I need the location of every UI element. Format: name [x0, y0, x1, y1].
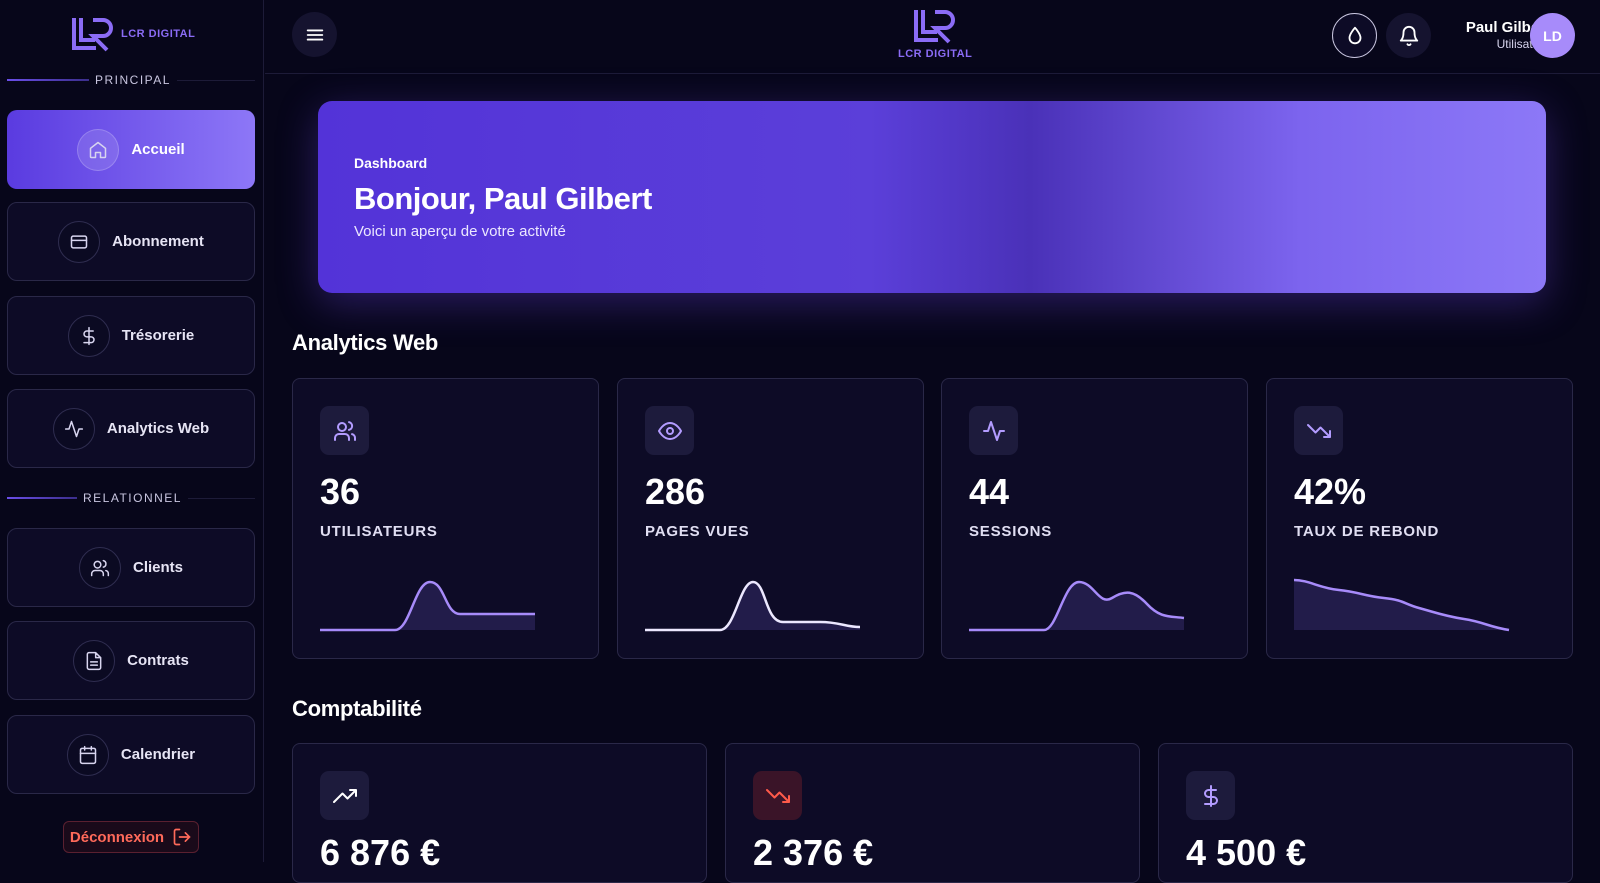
nav-item[interactable]: Accueil	[7, 110, 255, 189]
nav-item[interactable]: Calendrier	[7, 715, 255, 794]
logout-button[interactable]: Déconnexion	[63, 821, 199, 853]
section-heading: Comptabilité	[292, 696, 422, 721]
card-icon	[320, 406, 369, 455]
stat-value: 4 500 €	[1186, 832, 1307, 873]
user-name: Paul Gilbert	[1465, 19, 1550, 36]
section-heading: Analytics Web	[292, 330, 439, 355]
nav-icon	[66, 733, 109, 776]
divider	[7, 79, 89, 81]
section-title: PRINCIPAL	[95, 73, 171, 87]
stat-card: 42% TAUX DE REBOND	[1266, 378, 1573, 659]
sparkline	[320, 580, 535, 632]
sparkline	[969, 580, 1185, 632]
logo-text: LCR DIGITAL	[121, 28, 196, 40]
nav-item[interactable]: Clients	[7, 528, 255, 607]
logout-icon	[173, 828, 191, 846]
nav-item[interactable]: Analytics Web	[7, 389, 255, 468]
section-label: PRINCIPAL	[7, 73, 255, 87]
card-icon	[753, 771, 802, 820]
card-icon	[1294, 406, 1343, 455]
banner-title: Bonjour, Paul Gilbert	[354, 181, 652, 216]
stat-label: TAUX DE REBOND	[1294, 523, 1440, 540]
card-icon	[320, 771, 369, 820]
nav-label: Abonnement	[112, 233, 204, 250]
stat-value: 44	[969, 471, 1010, 512]
stat-card: 6 876 €	[292, 743, 707, 883]
nav-icon	[58, 220, 101, 263]
nav-label: Trésorerie	[121, 327, 195, 344]
nav-icon	[67, 314, 110, 357]
stat-card: 44 SESSIONS	[941, 378, 1248, 659]
nav-icon	[52, 407, 95, 450]
nav-item[interactable]: Trésorerie	[7, 296, 255, 375]
header: LCR DIGITAL Paul Gilbert Utilisateur LD	[265, 0, 1600, 74]
logo-mark	[914, 10, 956, 44]
nav-label: Contrats	[127, 652, 189, 669]
nav-label: Calendrier	[120, 746, 196, 763]
sparkline	[645, 580, 861, 632]
nav-label: Accueil	[131, 141, 185, 158]
user-avatar[interactable]: LD	[1530, 13, 1575, 58]
sidebar: LCR DIGITAL PRINCIPAL Accueil Abonnement…	[0, 0, 264, 862]
divider	[187, 497, 255, 499]
nav-item[interactable]: Contrats	[7, 621, 255, 700]
stat-label: SESSIONS	[969, 523, 1053, 540]
logo-mark	[72, 18, 113, 52]
section-title: RELATIONNEL	[83, 491, 182, 505]
stat-card: 36 UTILISATEURS	[292, 378, 599, 659]
header-logo[interactable]: LCR DIGITAL	[898, 6, 972, 60]
stat-value: 36	[320, 471, 361, 512]
divider	[7, 497, 77, 499]
section-label: RELATIONNEL	[7, 491, 255, 505]
stat-card: 286 PAGES VUES	[617, 378, 924, 659]
notifications-button[interactable]	[1386, 13, 1431, 58]
banner-subtitle: Voici un aperçu de votre activité	[354, 223, 566, 240]
nav-label: Clients	[132, 559, 183, 576]
sidebar-logo[interactable]: LCR DIGITAL	[71, 16, 195, 52]
stat-label: UTILISATEURS	[320, 523, 438, 540]
nav-item[interactable]: Abonnement	[7, 202, 255, 281]
card-icon	[1186, 771, 1235, 820]
logo-text: LCR DIGITAL	[898, 48, 973, 60]
banner-eyebrow: Dashboard	[354, 155, 428, 171]
nav-icon	[73, 639, 116, 682]
stat-value: 2 376 €	[753, 832, 874, 873]
welcome-banner: Dashboard Bonjour, Paul Gilbert Voici un…	[318, 101, 1546, 293]
logout-label: Déconnexion	[69, 828, 165, 846]
nav-icon	[77, 128, 120, 171]
nav-icon	[78, 546, 121, 589]
stat-card: 2 376 €	[725, 743, 1140, 883]
card-icon	[645, 406, 694, 455]
divider	[176, 79, 255, 81]
stat-label: PAGES VUES	[645, 523, 750, 540]
stat-value: 286	[645, 471, 706, 512]
nav-label: Analytics Web	[106, 420, 210, 437]
avatar-initials: LD	[1543, 27, 1562, 44]
stat-value: 42%	[1294, 471, 1367, 512]
stat-card: 4 500 €	[1158, 743, 1573, 883]
theme-button[interactable]	[1332, 13, 1377, 58]
sparkline	[1293, 578, 1510, 632]
card-icon	[969, 406, 1018, 455]
stat-value: 6 876 €	[320, 832, 441, 873]
menu-button[interactable]	[292, 12, 337, 57]
